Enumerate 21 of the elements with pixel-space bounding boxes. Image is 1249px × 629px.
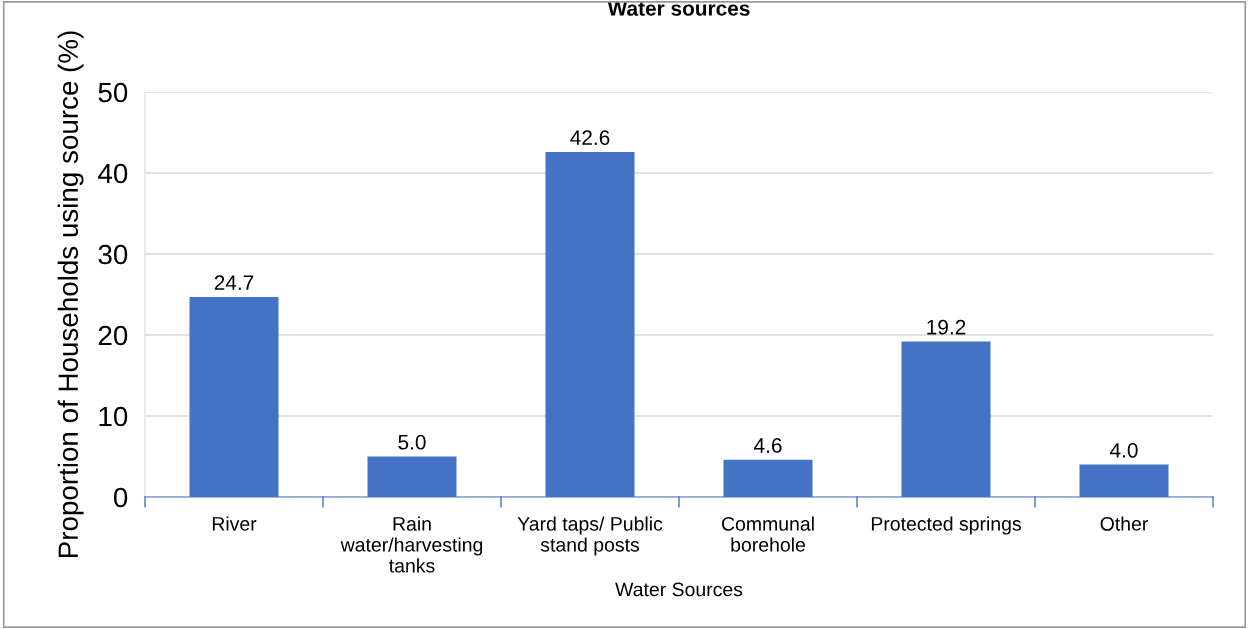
data-label: 42.6 [570, 130, 610, 146]
data-label: 19.2 [927, 319, 966, 335]
y-tick-label: 30 [98, 244, 128, 265]
x-tick-label: Other [1100, 516, 1148, 531]
y-axis-title: Proportion of Households using source (%) [57, 31, 84, 557]
data-label: 4.0 [1110, 442, 1138, 458]
data-label: 4.6 [754, 438, 782, 453]
x-tick-label: Communal borehole [721, 516, 814, 552]
y-tick-label: 10 [99, 406, 128, 427]
x-axis-title: Water Sources [615, 582, 743, 597]
data-label: 5.0 [398, 434, 426, 450]
chart-title: Water sources [607, 1, 750, 16]
x-tick-label: Yard taps/ Public stand posts [517, 516, 663, 556]
x-tick-label: River [212, 516, 257, 531]
y-tick-label: 0 [113, 487, 128, 508]
y-tick-label: 40 [98, 163, 128, 184]
y-tick-label: 50 [98, 82, 128, 103]
y-tick-label: 20 [98, 325, 128, 346]
x-tick-label: Rain water/harvesting tanks [340, 516, 483, 573]
data-label: 24.7 [214, 275, 254, 290]
x-tick-label: Protected springs [871, 516, 1021, 535]
